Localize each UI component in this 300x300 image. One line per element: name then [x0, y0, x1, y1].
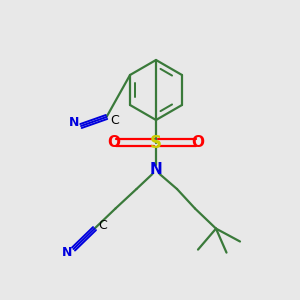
Text: N: N: [150, 162, 162, 177]
Text: N: N: [69, 116, 80, 129]
Text: O: O: [107, 135, 121, 150]
Text: C: C: [98, 219, 107, 232]
Text: O: O: [191, 135, 205, 150]
Text: S: S: [150, 134, 162, 152]
Text: C: C: [110, 113, 119, 127]
Text: N: N: [62, 246, 72, 259]
